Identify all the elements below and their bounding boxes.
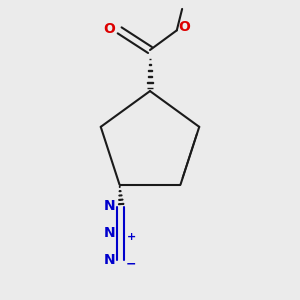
Polygon shape [119, 199, 123, 200]
Polygon shape [149, 58, 151, 59]
Text: +: + [127, 232, 136, 242]
Polygon shape [119, 195, 122, 196]
Polygon shape [119, 191, 121, 192]
Text: −: − [126, 257, 136, 271]
Polygon shape [148, 76, 152, 77]
Polygon shape [148, 70, 152, 71]
Text: O: O [104, 22, 116, 36]
Text: N: N [104, 199, 116, 213]
Polygon shape [118, 203, 124, 205]
Text: N: N [104, 226, 116, 240]
Text: O: O [178, 20, 190, 34]
Text: N: N [104, 253, 116, 267]
Polygon shape [149, 64, 151, 65]
